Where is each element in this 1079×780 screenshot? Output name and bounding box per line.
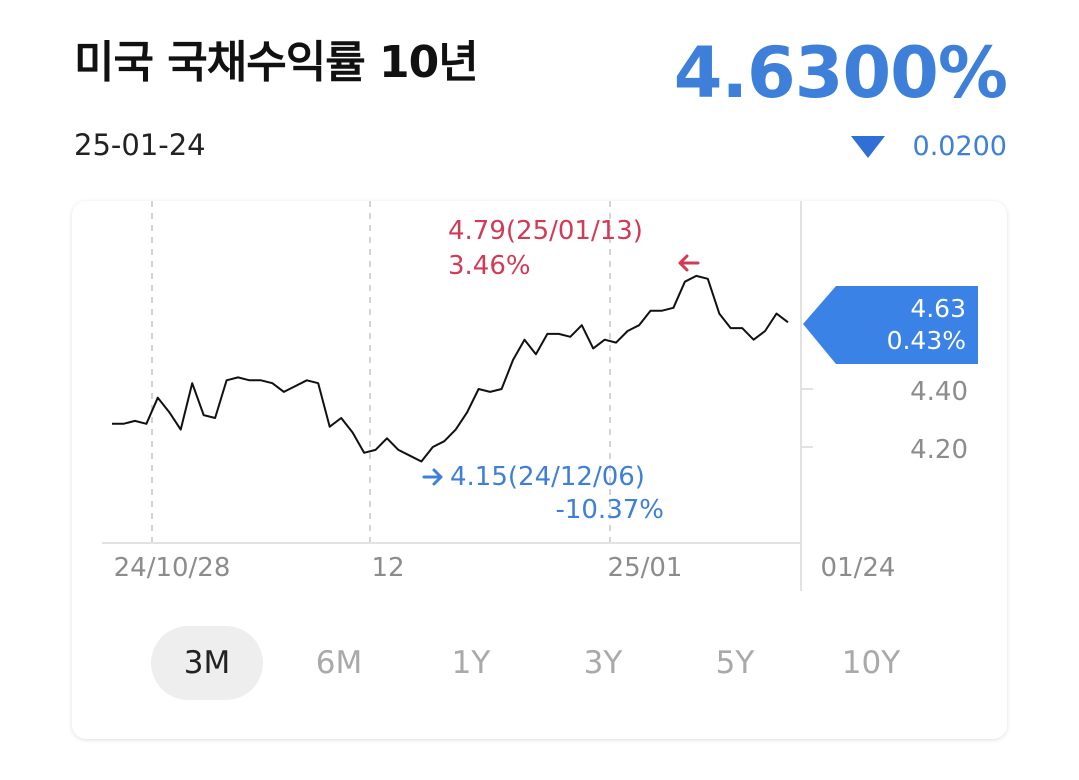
grid bbox=[102, 201, 813, 591]
period-1y-button[interactable]: 1Y bbox=[451, 645, 491, 681]
x-tick-label: 01/24 bbox=[821, 553, 896, 583]
high-annotation: 4.79(25/01/13) 3.46% bbox=[448, 216, 700, 281]
last-value-label: 4.63 bbox=[910, 294, 966, 323]
x-tick-label: 25/01 bbox=[608, 553, 683, 583]
period-selector: 3M 6M 1Y 3Y 5Y 10Y bbox=[72, 626, 1007, 700]
arrow-left-icon bbox=[678, 254, 700, 272]
period-3m-button[interactable]: 3M bbox=[151, 626, 263, 700]
yield-change: 0.0200 bbox=[850, 131, 1007, 162]
y-tick-labels: 4.40 4.20 bbox=[910, 377, 968, 465]
x-tick-label: 12 bbox=[371, 553, 404, 583]
series-line bbox=[112, 274, 789, 463]
yield-line-chart[interactable]: 24/10/28 12 25/01 01/24 4.40 4.20 4.79(2… bbox=[72, 201, 1007, 739]
period-6m-button[interactable]: 6M bbox=[315, 645, 363, 681]
low-annotation: 4.15(24/12/06) -10.37% bbox=[422, 462, 664, 525]
triangle-down-icon bbox=[850, 135, 885, 158]
badge-shape bbox=[803, 286, 978, 364]
change-value: 0.0200 bbox=[912, 131, 1007, 162]
quote-date: 25-01-24 bbox=[74, 128, 206, 162]
x-tick-labels: 24/10/28 12 25/01 01/24 bbox=[114, 553, 896, 583]
low-value-label: 4.15(24/12/06) bbox=[450, 462, 645, 492]
y-tick-label: 4.20 bbox=[910, 435, 968, 465]
last-pct-label: 0.43% bbox=[887, 326, 966, 355]
period-3y-button[interactable]: 3Y bbox=[583, 645, 623, 681]
low-pct-label: -10.37% bbox=[555, 495, 664, 525]
arrow-right-icon bbox=[422, 468, 443, 486]
current-yield: 4.6300% bbox=[673, 32, 1008, 114]
last-value-badge: 4.63 0.43% bbox=[803, 286, 978, 364]
period-5y-button[interactable]: 5Y bbox=[715, 645, 755, 681]
high-pct-label: 3.46% bbox=[448, 251, 531, 281]
x-tick-label: 24/10/28 bbox=[114, 553, 231, 583]
period-10y-button[interactable]: 10Y bbox=[841, 645, 901, 681]
high-value-label: 4.79(25/01/13) bbox=[448, 216, 643, 246]
chart-card: 24/10/28 12 25/01 01/24 4.40 4.20 4.79(2… bbox=[72, 201, 1007, 739]
page-title: 미국 국채수익률 10년 bbox=[74, 37, 479, 88]
y-tick-label: 4.40 bbox=[910, 377, 968, 407]
